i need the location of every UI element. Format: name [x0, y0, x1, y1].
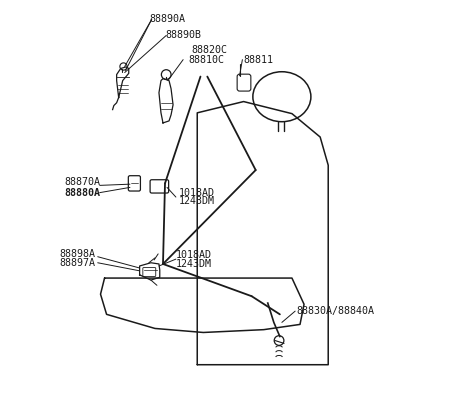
Text: 88830A/88840A: 88830A/88840A [296, 306, 374, 316]
Text: 88898A: 88898A [59, 249, 95, 259]
Text: 1243DM: 1243DM [179, 197, 215, 206]
Text: 88880A: 88880A [64, 188, 100, 197]
Text: 88870A: 88870A [64, 177, 100, 187]
Text: 1018AD: 1018AD [179, 188, 215, 197]
Text: 88897A: 88897A [59, 258, 95, 268]
Text: 88811: 88811 [244, 55, 274, 64]
Text: 1018AD: 1018AD [176, 250, 212, 260]
Text: 88810C: 88810C [188, 55, 224, 64]
Text: 1243DM: 1243DM [176, 259, 212, 268]
Text: 88890B: 88890B [165, 31, 201, 40]
Text: 88820C: 88820C [191, 46, 227, 55]
Text: 88890A: 88890A [149, 15, 185, 24]
